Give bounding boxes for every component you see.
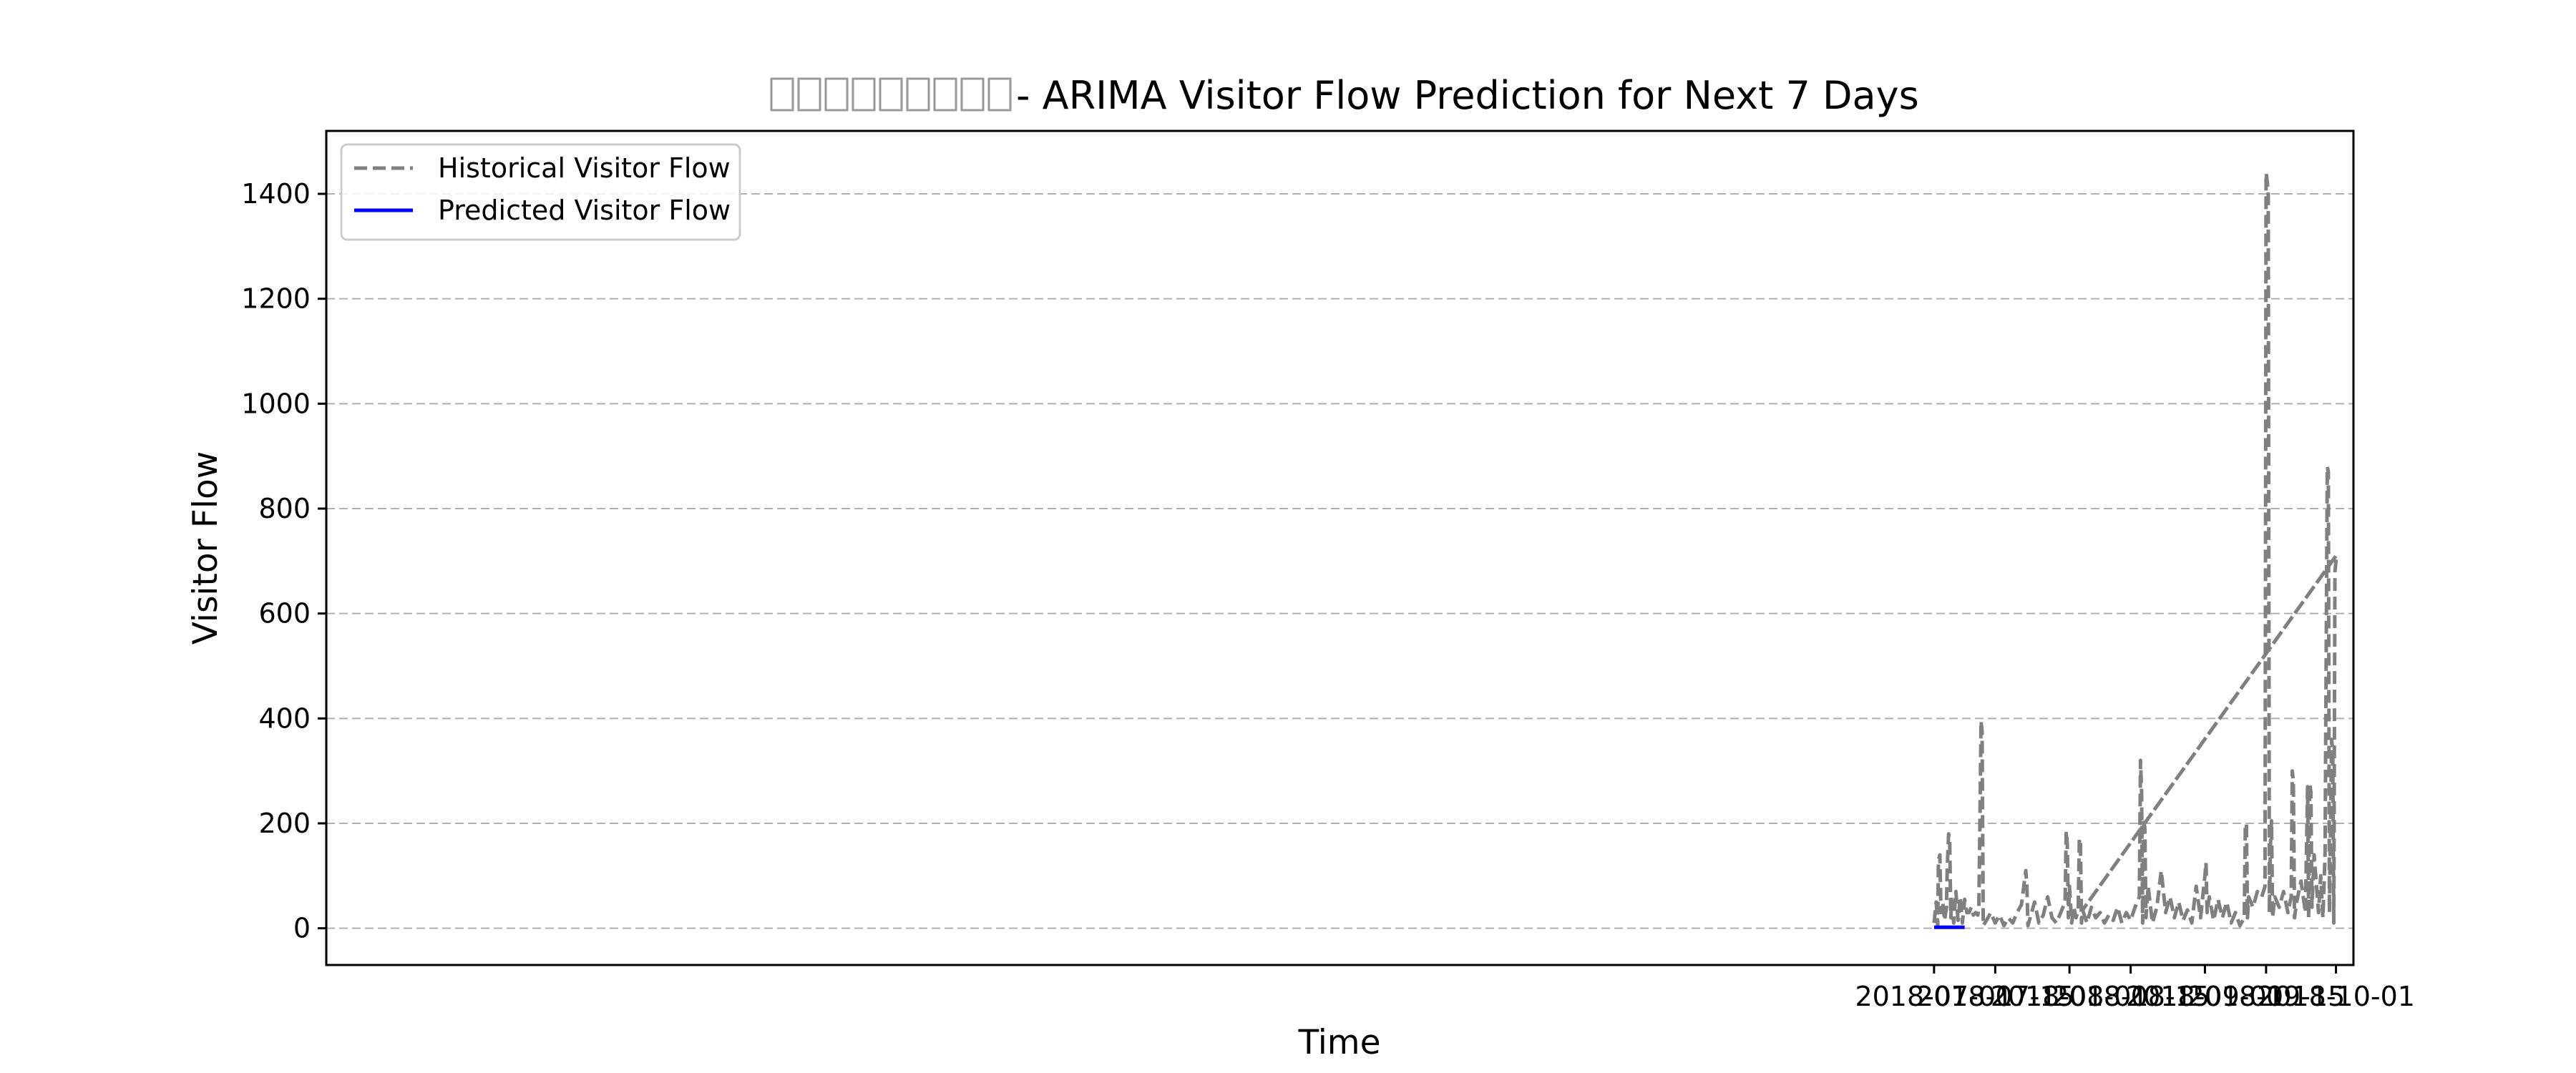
plot-frame (325, 129, 2355, 966)
x-tick-label: 2018-09-15 (2187, 981, 2345, 1012)
y-tick-label: 200 (258, 808, 311, 839)
plot-series (1932, 171, 2338, 929)
title-glyph-box (824, 77, 849, 112)
legend: Historical Visitor Flow Predicted Visito… (340, 143, 741, 241)
title-glyph-box (797, 77, 821, 112)
x-axis-label: Time (1297, 1023, 1380, 1062)
legend-predicted-label: Predicted Visitor Flow (438, 195, 731, 226)
title-glyph-box (879, 77, 903, 112)
y-tick-label: 600 (258, 598, 311, 629)
y-tick-label: 0 (293, 913, 311, 944)
legend-box (340, 143, 741, 241)
y-tick-label: 400 (258, 702, 311, 734)
chart-title: - ARIMA Visitor Flow Prediction for Next… (770, 73, 1919, 118)
y-tick-label: 1000 (241, 388, 311, 419)
title-glyph-box (770, 77, 794, 112)
title-glyph-box (960, 77, 985, 112)
chart-title-text: - ARIMA Visitor Flow Prediction for Next… (1016, 73, 1919, 118)
title-glyph-box (933, 77, 957, 112)
y-grid-lines (326, 193, 2353, 929)
y-axis: 0 200 400 600 800 1000 1200 1400 (241, 178, 326, 944)
title-glyph-box (987, 77, 1012, 112)
y-axis-label: Visitor Flow (186, 451, 225, 645)
title-glyph-box (906, 77, 930, 112)
y-tick-label: 1200 (241, 283, 311, 315)
y-tick-label: 1400 (241, 178, 311, 210)
x-tick-label: 2018-08-01 (1991, 981, 2149, 1012)
x-tick-label: 2018-10-01 (2257, 981, 2415, 1012)
chart-title-glyphs (770, 77, 1012, 112)
x-tick-label: 2018-08-15 (2051, 981, 2210, 1012)
y-tick-label: 800 (258, 493, 311, 524)
x-axis: 2018-07-012018-07-152018-08-012018-08-15… (1855, 965, 2415, 1012)
x-tick-label: 2018-07-01 (1855, 981, 2013, 1012)
title-glyph-box (852, 77, 876, 112)
x-tick-label: 2018-09-01 (2126, 981, 2284, 1012)
x-tick-label: 2018-07-15 (1916, 981, 2074, 1012)
historical-visitor-flow-line (1932, 171, 2338, 928)
legend-historical-label: Historical Visitor Flow (438, 152, 731, 184)
